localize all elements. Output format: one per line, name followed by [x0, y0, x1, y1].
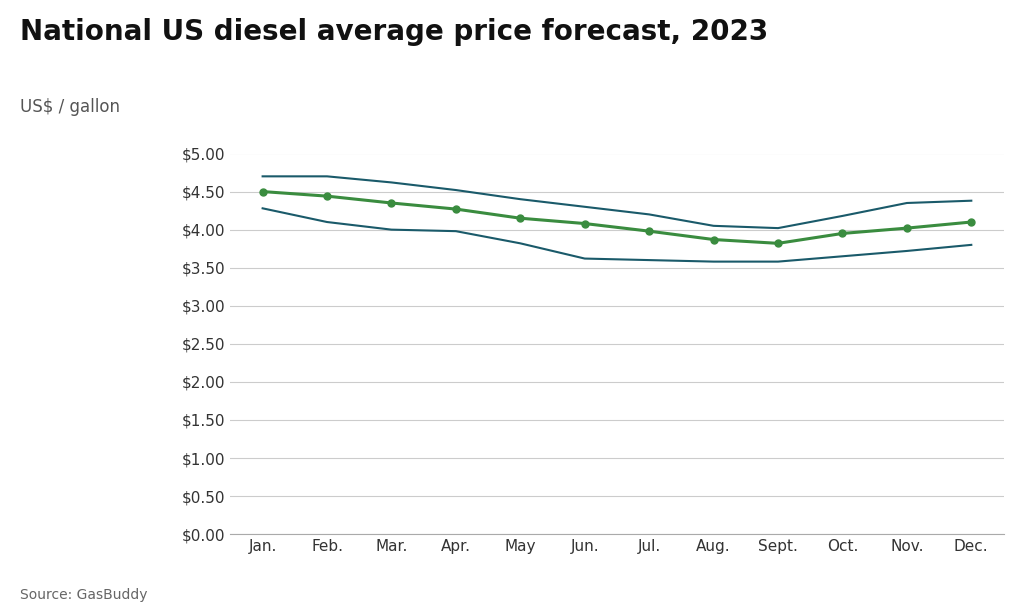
- Text: National US diesel average price forecast, 2023: National US diesel average price forecas…: [20, 18, 769, 47]
- Text: US$ / gallon: US$ / gallon: [20, 98, 121, 116]
- Text: Source: GasBuddy: Source: GasBuddy: [20, 588, 148, 602]
